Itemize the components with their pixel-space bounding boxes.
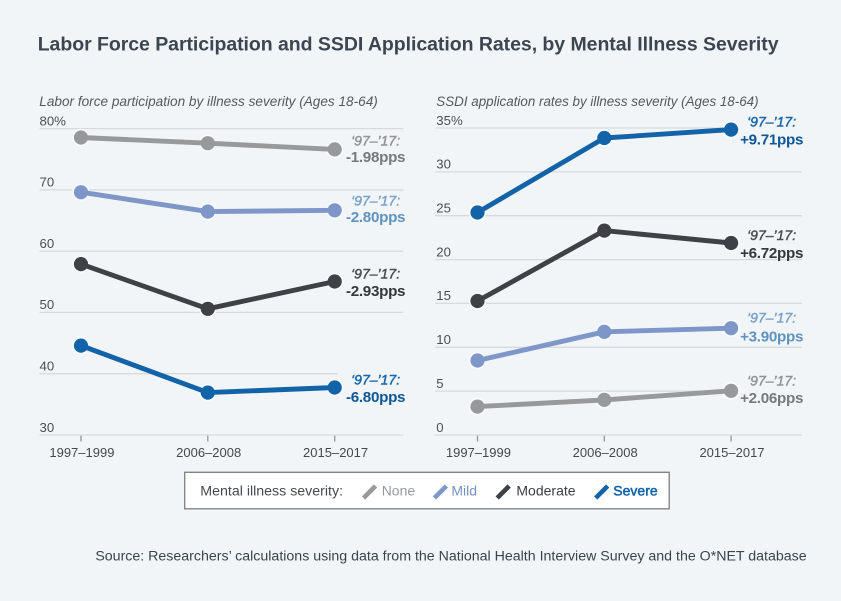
svg-text:‘97–’17:: ‘97–’17:	[351, 371, 400, 387]
svg-text:‘97–’17:: ‘97–’17:	[351, 133, 400, 149]
svg-text:30: 30	[436, 157, 451, 172]
svg-text:80%: 80%	[40, 113, 67, 128]
svg-text:2015–2017: 2015–2017	[303, 445, 368, 460]
svg-text:Severe: Severe	[613, 483, 658, 499]
svg-text:+2.06pps: +2.06pps	[740, 390, 803, 407]
svg-text:Mental illness severity:: Mental illness severity:	[200, 484, 343, 500]
svg-text:15: 15	[436, 288, 451, 303]
svg-text:2015–2017: 2015–2017	[699, 445, 764, 460]
svg-text:+3.90pps: +3.90pps	[740, 328, 803, 345]
svg-text:0: 0	[436, 420, 443, 435]
svg-text:‘97–’17:: ‘97–’17:	[747, 373, 796, 389]
svg-text:25: 25	[436, 201, 451, 216]
svg-text:10: 10	[436, 332, 451, 347]
svg-text:‘97–’17:: ‘97–’17:	[747, 114, 796, 130]
svg-text:None: None	[382, 483, 416, 499]
svg-text:Mild: Mild	[451, 483, 477, 499]
svg-text:30: 30	[40, 420, 55, 435]
svg-text:70: 70	[40, 175, 55, 190]
svg-text:‘97–’17:: ‘97–’17:	[747, 227, 796, 243]
svg-text:‘97–’17:: ‘97–’17:	[351, 192, 400, 208]
svg-text:-6.80pps: -6.80pps	[346, 389, 405, 406]
svg-text:Labor Force Participation and: Labor Force Participation and SSDI Appli…	[38, 34, 779, 56]
svg-text:5: 5	[436, 376, 443, 391]
svg-text:40: 40	[40, 359, 55, 374]
svg-text:SSDI application rates by illn: SSDI application rates by illness severi…	[436, 94, 758, 109]
svg-text:Labor force participation by i: Labor force participation by illness sev…	[39, 94, 378, 109]
svg-text:-2.93pps: -2.93pps	[346, 283, 405, 300]
svg-text:1997–1999: 1997–1999	[446, 445, 511, 460]
svg-text:60: 60	[40, 236, 55, 251]
svg-text:+6.72pps: +6.72pps	[740, 245, 803, 262]
svg-text:-2.80pps: -2.80pps	[346, 209, 405, 226]
svg-text:Source: Researchers’ calculati: Source: Researchers’ calculations using …	[95, 549, 806, 565]
svg-text:35%: 35%	[436, 113, 463, 128]
svg-text:1997–1999: 1997–1999	[49, 445, 114, 460]
svg-text:-1.98pps: -1.98pps	[346, 149, 405, 166]
svg-text:50: 50	[40, 297, 55, 312]
svg-text:2006–2008: 2006–2008	[176, 445, 241, 460]
svg-text:‘97–’17:: ‘97–’17:	[747, 310, 796, 326]
svg-text:20: 20	[436, 244, 451, 259]
svg-text:‘97–’17:: ‘97–’17:	[351, 266, 400, 282]
svg-text:+9.71pps: +9.71pps	[740, 131, 803, 148]
svg-text:2006–2008: 2006–2008	[573, 445, 638, 460]
svg-text:Moderate: Moderate	[516, 483, 575, 499]
